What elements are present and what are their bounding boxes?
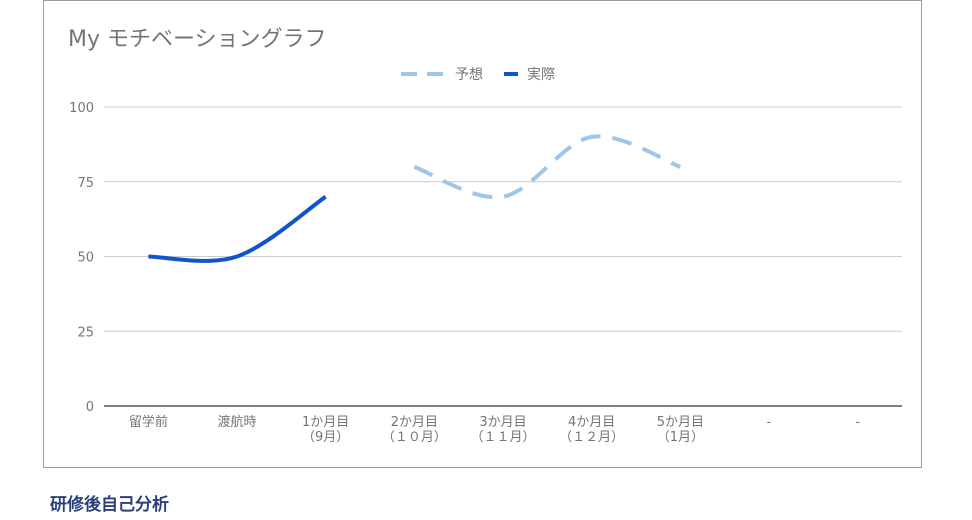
legend-label-actual: 実際 <box>527 67 555 83</box>
y-tick-label-100: 100 <box>69 101 94 116</box>
x-tick-label-1: 渡航時 <box>217 414 256 430</box>
x-tick-label-4: 3か月目 <box>479 415 526 430</box>
x-tick-label-4-sub: （１１月） <box>470 430 535 445</box>
legend-label-forecast: 予想 <box>455 67 483 83</box>
x-tick-label-2-sub: （9月） <box>302 430 349 445</box>
x-tick-label-6-sub: （1月） <box>657 430 704 445</box>
series-line-forecast <box>413 134 682 200</box>
series-line-actual <box>148 195 327 263</box>
legend-item-actual: 実際 <box>503 64 555 84</box>
x-tick-label-6: 5か月目 <box>657 415 704 430</box>
x-tick-label-5: 4か月目 <box>568 415 615 430</box>
legend-item-forecast: 予想 <box>399 64 483 84</box>
x-tick-label-3: 2か月目 <box>391 415 438 430</box>
section-heading: 研修後自己分析 <box>50 495 169 515</box>
y-tick-label-0: 0 <box>86 400 94 415</box>
legend-swatch-actual <box>504 72 518 76</box>
x-tick-label-7: - <box>767 415 772 430</box>
y-tick-label-75: 75 <box>77 176 94 191</box>
y-tick-label-50: 50 <box>77 251 94 266</box>
x-tick-label-0: 留学前 <box>129 414 168 430</box>
legend: 予想 実際 <box>399 64 575 84</box>
y-tick-label-25: 25 <box>77 325 94 340</box>
legend-swatch-forecast <box>401 72 445 76</box>
chart-frame: My モチベーショングラフ 予想 実際 0 25 50 75 100 留学前 渡航時 1か月目… <box>43 0 922 468</box>
x-tick-label-3-sub: （１０月） <box>382 430 447 445</box>
x-tick-label-8: - <box>855 415 860 430</box>
x-tick-label-5-sub: （１２月） <box>559 430 624 445</box>
plot-area: 0 25 50 75 100 留学前 渡航時 1か月目（9月） 2か月目（１０月） 3か月目（１１… <box>69 101 902 445</box>
chart-title: My モチベーショングラフ <box>68 27 327 52</box>
x-tick-label-2: 1か月目 <box>302 415 349 430</box>
